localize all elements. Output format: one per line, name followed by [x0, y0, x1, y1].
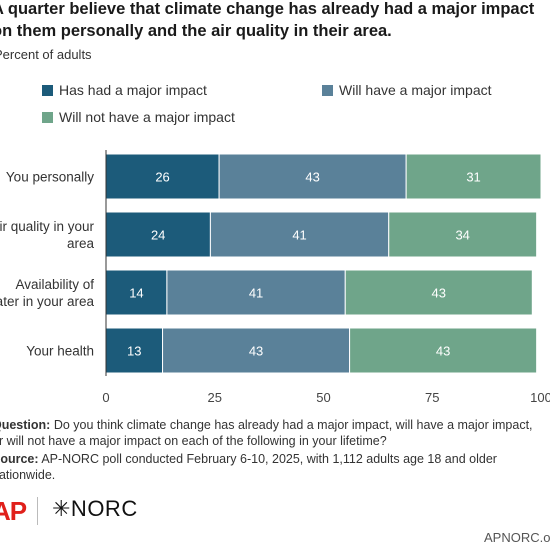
x-tick-label: 75: [425, 390, 439, 405]
data-label: 31: [466, 170, 480, 185]
legend-swatch-will-have: [322, 84, 333, 96]
bar-segment: [218, 153, 407, 200]
data-label: 43: [249, 344, 263, 359]
legend-label-will-have: Will have a major impact: [339, 82, 492, 98]
question-text: Do you think climate change has already …: [50, 418, 533, 432]
source-text: AP-NORC poll conducted February 6-10, 20…: [38, 452, 497, 466]
data-label: 43: [305, 170, 319, 185]
data-label: 41: [249, 286, 263, 301]
category-label: Availability of: [15, 277, 94, 292]
data-label: 14: [129, 286, 143, 301]
data-label: 43: [436, 344, 450, 359]
question-text-2: or will not have a major impact on each …: [0, 434, 387, 448]
data-label: 13: [127, 344, 141, 359]
legend-item-will-have: Will have a major impact: [322, 82, 492, 98]
source-note: Source: AP-NORC poll conducted February …: [0, 451, 497, 483]
bar-segment: [162, 327, 351, 374]
ap-logo: AP: [0, 496, 27, 526]
legend-item-will-not: Will not have a major impact: [42, 109, 235, 125]
site-link[interactable]: APNORC.org: [484, 530, 550, 545]
legend-label-has-had: Has had a major impact: [59, 82, 207, 98]
bar-segment: [344, 269, 533, 316]
data-label: 26: [155, 170, 169, 185]
question-note: Question: Do you think climate change ha…: [0, 417, 533, 449]
bar-segment: [349, 327, 538, 374]
bar-segment: [105, 327, 164, 374]
bar-segment: [209, 211, 390, 258]
data-label: 34: [455, 228, 469, 243]
category-label: You personally: [6, 170, 94, 185]
norc-logo: ✳NORC: [52, 496, 138, 521]
legend-swatch-will-not: [42, 111, 53, 123]
question-label: Question:: [0, 418, 51, 432]
data-label: 41: [292, 228, 306, 243]
legend-item-has-had: Has had a major impact: [42, 82, 207, 98]
bar-chart: 26 43 31 You personally 24 41 34 Air quality in…: [0, 150, 550, 405]
chart-title-line-1: A quarter believe that climate change ha…: [0, 0, 535, 18]
data-label: 43: [432, 286, 446, 301]
chart-title-line-2: on them personally and the air quality i…: [0, 22, 392, 40]
x-tick-label: 50: [316, 390, 330, 405]
category-label: water in your area: [0, 294, 94, 309]
bar-segment: [388, 211, 538, 258]
bar-segment: [105, 153, 220, 200]
source-label: Source:: [0, 452, 39, 466]
bar-segment: [405, 153, 542, 200]
logo-divider: [37, 497, 38, 525]
chart-subtitle: Percent of adults: [0, 47, 92, 62]
x-tick-label: 100: [530, 390, 550, 405]
x-tick-label: 0: [102, 390, 109, 405]
source-text-2: nationwide.: [0, 468, 56, 482]
category-label: area: [67, 236, 95, 251]
bar-segment: [105, 269, 168, 316]
legend-label-will-not: Will not have a major impact: [59, 109, 235, 125]
legend-swatch-has-had: [42, 84, 53, 96]
bar-segment: [105, 211, 211, 258]
chart-title: A quarter believe that climate change ha…: [0, 0, 550, 42]
data-label: 24: [151, 228, 165, 243]
category-label: Your health: [26, 344, 94, 359]
x-tick-label: 25: [208, 390, 222, 405]
category-label: Air quality in your: [0, 219, 95, 234]
